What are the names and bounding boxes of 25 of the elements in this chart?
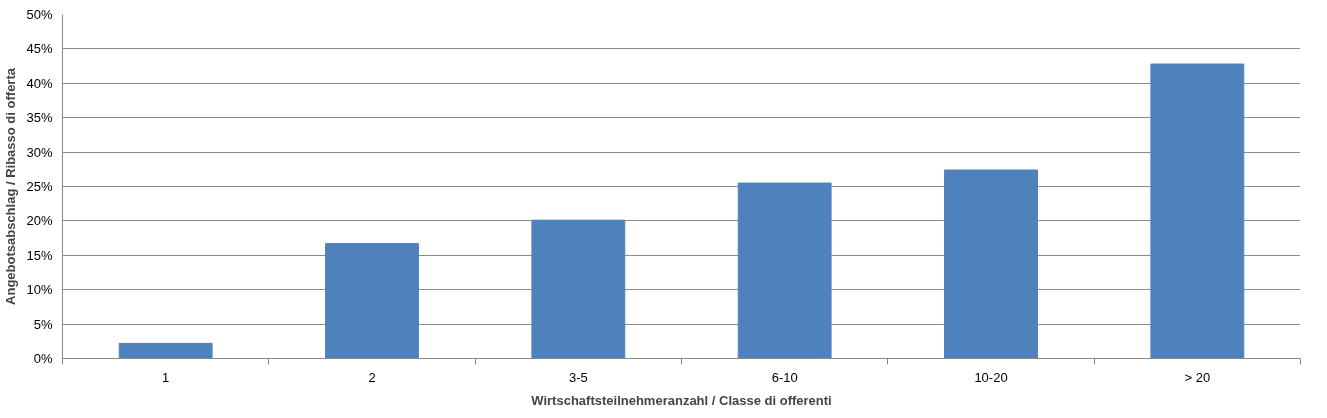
y-tick-label: 45% [26,41,53,57]
x-axis-title: Wirtschaftsteilnehmeranzahl / Classe di offerenti [531,392,832,408]
x-tick-label: 10-20 [974,369,1008,385]
bar [118,342,213,359]
y-tick-label: 5% [33,316,53,332]
y-tick-label: 15% [26,247,53,263]
y-tick-label: 20% [26,213,53,229]
y-tick-label: 10% [26,282,53,298]
bar [325,243,419,359]
bar [531,219,626,359]
y-tick-label: 35% [26,110,53,126]
y-tick-label: 0% [33,351,53,366]
bar [1150,63,1245,359]
y-axis-title: Angebotsabschlag / Ribasso di offerta [3,67,19,305]
y-tick-label: 30% [26,144,53,160]
y-tick-label: 40% [26,75,53,91]
y-tick-label: 25% [26,179,53,194]
x-tick-label: 6-10 [771,369,798,385]
y-tick-label: 50% [26,7,53,22]
bar [737,182,832,359]
x-tick-label: 1 [162,369,170,385]
x-tick-label: 2 [368,369,376,385]
x-tick-label: > 20 [1184,369,1211,385]
bar [944,169,1038,359]
x-tick-label: 3-5 [568,369,588,385]
